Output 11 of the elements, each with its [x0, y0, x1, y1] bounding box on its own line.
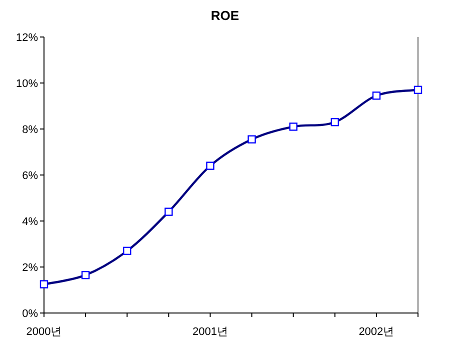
x-tick-label: 2000년 [26, 326, 62, 338]
y-tick-label: 8% [22, 124, 38, 136]
y-tick-label: 10% [16, 78, 38, 90]
x-tick-label: 2001년 [192, 326, 228, 338]
y-tick-label: 0% [22, 308, 38, 320]
y-tick-label: 6% [22, 170, 38, 182]
y-tick-label: 12% [16, 32, 38, 44]
x-tick-label: 2002년 [358, 326, 394, 338]
y-tick-label: 4% [22, 216, 38, 228]
chart-title: ROE [210, 8, 240, 23]
y-tick-label: 2% [22, 262, 38, 274]
